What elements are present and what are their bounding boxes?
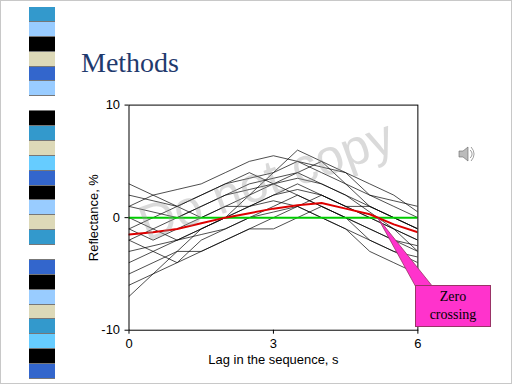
html-text:Zero crossing: Zero crossing (429, 289, 477, 322)
html-text:Do not copy: Do not copy (131, 108, 401, 252)
svg-text:0: 0 (125, 336, 132, 351)
svg-text:Lag in the sequence, s: Lag in the sequence, s (208, 352, 338, 367)
svg-text:6: 6 (414, 336, 421, 351)
svg-text:0: 0 (113, 210, 120, 225)
svg-text:Reflectance, %: Reflectance, % (86, 174, 101, 262)
svg-text:3: 3 (270, 336, 277, 351)
svg-text:10: 10 (106, 97, 120, 112)
svg-text:-10: -10 (101, 322, 120, 337)
html-text:Methods: Methods (81, 47, 179, 78)
